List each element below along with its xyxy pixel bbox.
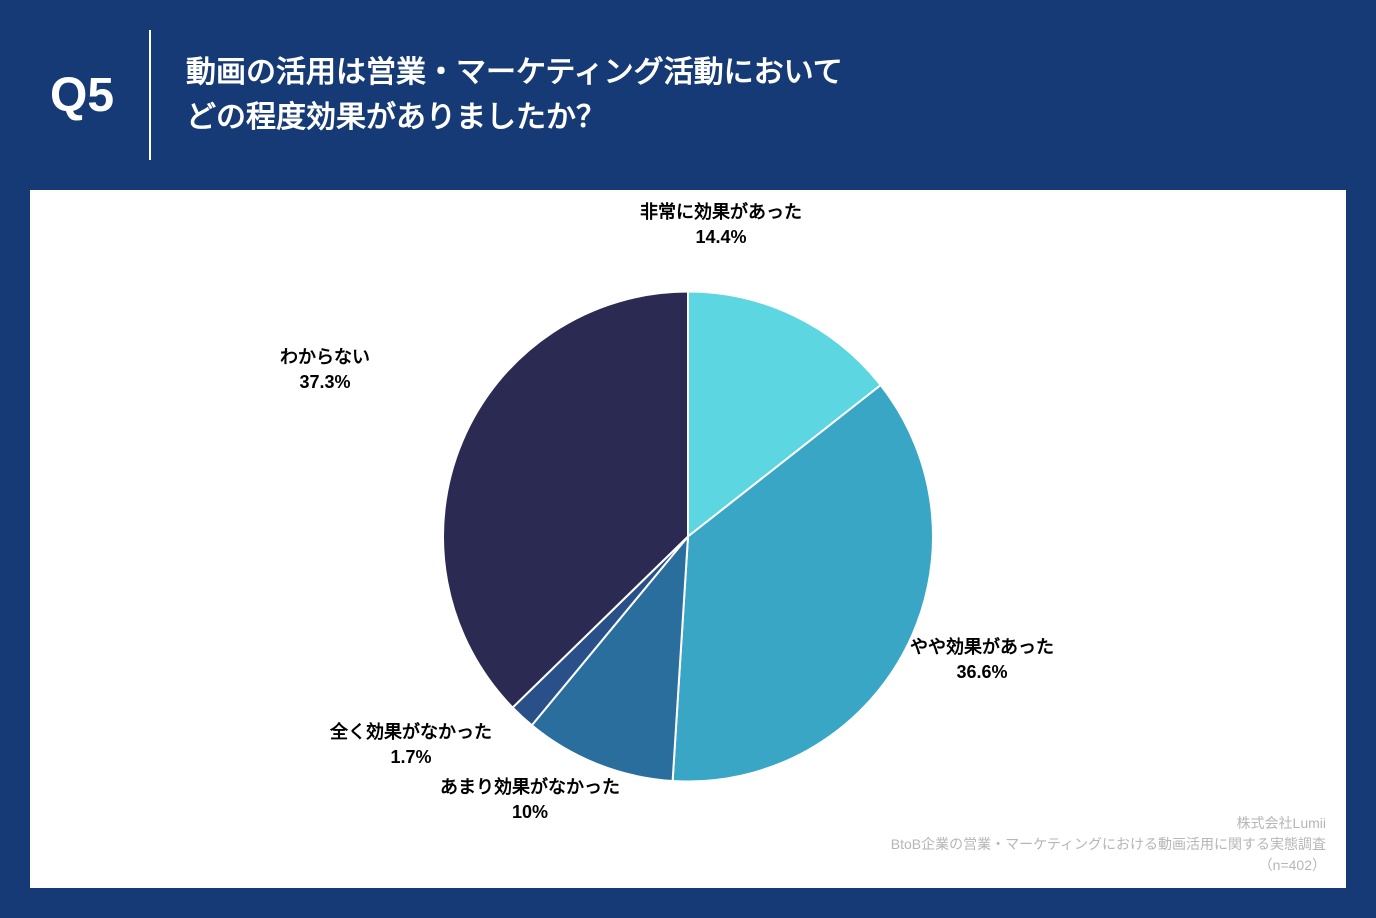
slice-label-text: 全く効果がなかった [330,722,492,742]
title-line-1: 動画の活用は営業・マーケティング活動において [186,56,843,89]
chart-panel: 非常に効果があった 14.4% やや効果があった 36.6% あまり効果がなかった 10%… [30,190,1346,888]
slice-label: やや効果があった 36.6% [910,635,1054,685]
slice-label-percent: 14.4% [695,227,746,247]
pie-container [443,292,933,787]
pie-chart [443,292,933,782]
slice-label-percent: 37.3% [299,372,350,392]
attribution-company: 株式会社Lumii [1237,815,1326,831]
slice-label-text: あまり効果がなかった [440,777,620,797]
slice-label-text: わからない [280,347,370,367]
slice-label-percent: 36.6% [956,662,1007,682]
attribution-survey: BtoB企業の営業・マーケティングにおける動画活用に関する実態調査 [891,836,1326,852]
slice-label: 全く効果がなかった 1.7% [330,720,492,770]
slice-label-text: 非常に効果があった [640,202,802,222]
slice-label-percent: 10% [512,802,548,822]
slice-label: 非常に効果があった 14.4% [640,200,802,250]
slice-label-text: やや効果があった [910,637,1054,657]
attribution: 株式会社Lumii BtoB企業の営業・マーケティングにおける動画活用に関する実… [891,813,1326,876]
question-number: Q5 [50,68,149,123]
slice-label: わからない 37.3% [280,345,370,395]
header: Q5 動画の活用は営業・マーケティング活動において どの程度効果がありましたか？ [0,0,1376,190]
title-line-2: どの程度効果がありましたか？ [186,101,606,134]
slice-label-percent: 1.7% [390,747,431,767]
attribution-n: （n=402） [1259,857,1326,873]
slide-root: Q5 動画の活用は営業・マーケティング活動において どの程度効果がありましたか？… [0,0,1376,918]
slice-label: あまり効果がなかった 10% [440,775,620,825]
question-title: 動画の活用は営業・マーケティング活動において どの程度効果がありましたか？ [151,50,843,140]
